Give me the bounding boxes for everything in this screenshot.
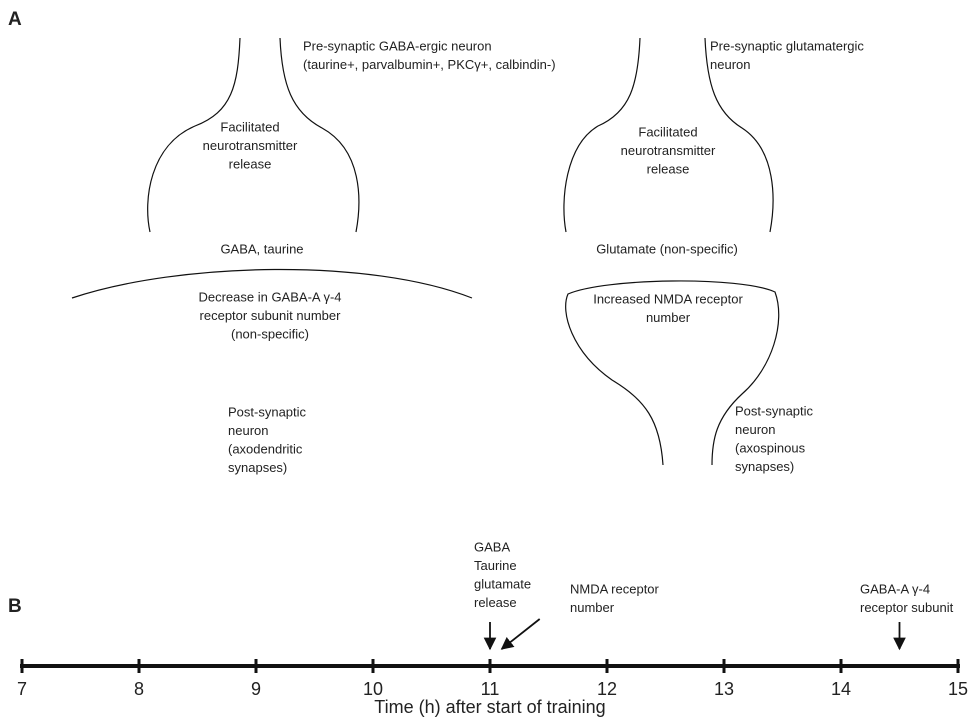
postsynaptic-label: neuron [228, 423, 268, 438]
event-arrow [502, 619, 540, 649]
event-label: release [474, 595, 517, 610]
presynaptic-terminal-right [564, 38, 640, 232]
figure: A B Pre-synaptic GABA-ergic neuron (taurine… [0, 0, 970, 721]
postsynaptic-label: synapses) [228, 460, 287, 475]
event-label: GABA [474, 539, 510, 554]
postsynaptic-label: Post-synaptic [735, 403, 814, 418]
panel-label: B [8, 596, 22, 617]
event-label: GABA-A γ-4 [860, 581, 930, 596]
receptor-label: Increased NMDA receptor [593, 291, 743, 306]
terminal-label: Facilitated [638, 124, 697, 139]
postsynaptic-label: Post-synaptic [228, 404, 307, 419]
presynaptic-terminal-left [148, 38, 240, 232]
postsynaptic-spine-right [566, 281, 779, 465]
tick-label: 15 [948, 679, 968, 699]
transmitter-label: Glutamate (non-specific) [596, 241, 738, 256]
transmitter-label: GABA, taurine [220, 241, 303, 256]
terminal-label: neurotransmitter [203, 138, 298, 153]
event-label: Taurine [474, 558, 517, 573]
event-label: glutamate [474, 576, 531, 591]
presynaptic-label: Pre-synaptic GABA-ergic neuron [303, 38, 492, 53]
tick-label: 11 [481, 679, 500, 699]
receptor-label: (non-specific) [231, 326, 309, 341]
presynaptic-label: (taurine+, parvalbumin+, PKCγ+, calbindi… [303, 57, 556, 72]
tick-label: 10 [363, 679, 383, 699]
event-label: receptor subunit [860, 600, 954, 615]
terminal-label: Facilitated [220, 119, 279, 134]
tick-label: 9 [251, 679, 261, 699]
presynaptic-label: neuron [710, 57, 750, 72]
terminal-label: release [647, 161, 690, 176]
tick-label: 7 [17, 679, 27, 699]
presynaptic-label: Pre-synaptic glutamatergic [710, 38, 864, 53]
tick-label: 14 [831, 679, 851, 699]
tick-label: 12 [597, 679, 617, 699]
postsynaptic-label: synapses) [735, 459, 794, 474]
axis-label: Time (h) after start of training [374, 697, 605, 717]
terminal-label: release [229, 156, 272, 171]
event-label: NMDA receptor [570, 581, 660, 596]
terminal-label: neurotransmitter [621, 143, 716, 158]
postsynaptic-label: (axospinous [735, 440, 806, 455]
tick-label: 8 [134, 679, 144, 699]
event-label: number [570, 600, 615, 615]
tick-label: 13 [714, 679, 734, 699]
receptor-label: Decrease in GABA-A γ-4 [198, 289, 341, 304]
panel-label: A [8, 9, 22, 30]
receptor-label: receptor subunit number [200, 308, 342, 323]
receptor-label: number [646, 310, 691, 325]
postsynaptic-label: neuron [735, 422, 775, 437]
postsynaptic-label: (axodendritic [228, 441, 303, 456]
